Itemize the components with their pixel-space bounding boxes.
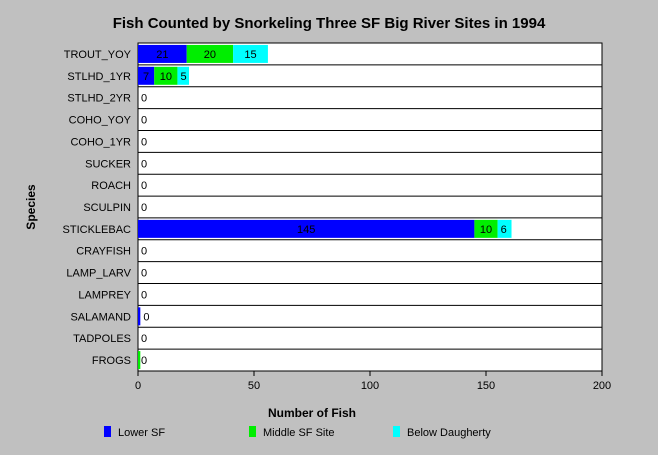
legend-swatch — [249, 426, 256, 437]
data-label: 0 — [141, 355, 147, 367]
category-label: SUCKER — [85, 158, 131, 170]
data-label: 0 — [141, 333, 147, 345]
legend-swatch — [393, 426, 400, 437]
category-label: STLHD_2YR — [67, 93, 131, 105]
data-label: 0 — [141, 289, 147, 301]
data-label: 0 — [143, 311, 149, 323]
category-label: STLHD_1YR — [67, 71, 131, 83]
data-label: 15 — [244, 49, 256, 61]
y-axis-label: Species — [24, 184, 38, 230]
legend-label: Below Daugherty — [407, 427, 491, 439]
plot-area — [137, 42, 603, 372]
x-tick-label: 0 — [135, 380, 141, 392]
data-label: 0 — [141, 136, 147, 148]
legend-label: Lower SF — [118, 427, 165, 439]
bars: 21 20 15 7 10 5 0 0 0 0 0 0 145 10 6 0 0 0 0 0 0 — [138, 44, 512, 370]
category-label: SCULPIN — [83, 202, 131, 214]
data-label: 0 — [141, 202, 147, 214]
legend-label: Middle SF Site — [263, 427, 335, 439]
data-label: 10 — [160, 71, 172, 83]
bar-segment — [138, 219, 475, 238]
category-label: COHO_1YR — [70, 136, 131, 148]
data-label: 10 — [480, 224, 492, 236]
bar-segment — [177, 66, 190, 85]
grid — [138, 64, 602, 350]
category-label: TADPOLES — [73, 333, 131, 345]
data-label: 145 — [297, 224, 315, 236]
x-tick-label: 100 — [361, 380, 379, 392]
bar-segment — [138, 307, 141, 326]
category-label: STICKLEBAC — [63, 224, 132, 236]
category-label: COHO_YOY — [69, 115, 132, 127]
bar-segment — [497, 219, 512, 238]
data-label: 0 — [141, 246, 147, 258]
bar-segment — [154, 66, 178, 85]
data-label: 0 — [141, 115, 147, 127]
x-ticks: 0 50 100 150 200 — [135, 371, 611, 392]
bar-segment — [138, 66, 155, 85]
legend: Lower SF Middle SF Site Below Daugherty — [104, 426, 491, 439]
category-label: CRAYFISH — [76, 246, 131, 258]
data-label: 0 — [141, 180, 147, 192]
category-label: TROUT_YOY — [64, 49, 132, 61]
data-label: 20 — [204, 49, 216, 61]
category-label: LAMP_LARV — [66, 268, 131, 280]
x-tick-label: 50 — [248, 380, 260, 392]
category-label: ROACH — [91, 180, 131, 192]
data-label: 21 — [156, 49, 168, 61]
x-tick-label: 150 — [477, 380, 495, 392]
bar-segment — [186, 44, 234, 63]
data-label: 5 — [180, 71, 186, 83]
category-labels: TROUT_YOY STLHD_1YR STLHD_2YR COHO_YOY COHO_… — [63, 49, 132, 367]
category-label: SALAMAND — [70, 311, 131, 323]
data-label: 0 — [141, 158, 147, 170]
bar-segment — [138, 44, 187, 63]
x-tick-label: 200 — [593, 380, 611, 392]
bar-segment — [233, 44, 268, 63]
bar-segment — [138, 351, 141, 370]
data-label: 0 — [141, 268, 147, 280]
bar-segment — [474, 219, 498, 238]
category-label: FROGS — [92, 355, 131, 367]
chart-title: Fish Counted by Snorkeling Three SF Big … — [113, 15, 546, 32]
x-axis-label: Number of Fish — [268, 406, 356, 420]
category-label: LAMPREY — [78, 289, 131, 301]
data-label: 7 — [143, 71, 149, 83]
data-label: 0 — [141, 93, 147, 105]
data-label: 6 — [501, 224, 507, 236]
legend-swatch — [104, 426, 111, 437]
